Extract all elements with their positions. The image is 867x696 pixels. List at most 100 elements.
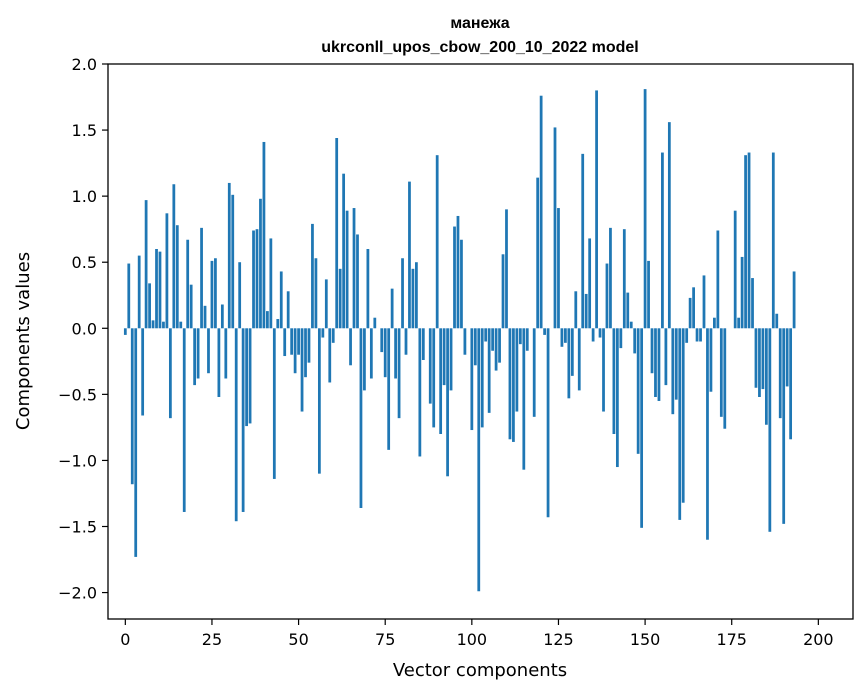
bar-120: [539, 95, 543, 329]
bar-98: [463, 328, 467, 355]
bar-52: [304, 328, 307, 378]
bar-7: [148, 283, 151, 329]
bar-28: [220, 304, 224, 329]
bar-163: [688, 297, 692, 329]
bar-116: [525, 328, 529, 351]
bar-184: [761, 328, 765, 390]
y-tick-label: −1.0: [58, 451, 97, 470]
bar-125: [557, 208, 560, 329]
bar-156: [664, 328, 668, 386]
y-tick-label: 0.5: [72, 253, 97, 272]
bar-57: [321, 328, 325, 338]
bar-162: [685, 328, 689, 343]
bar-119: [536, 177, 540, 329]
bar-91: [439, 328, 443, 434]
bar-42: [269, 238, 273, 329]
x-axis-label: Vector components: [393, 660, 567, 681]
bar-34: [241, 328, 245, 512]
bar-86: [421, 328, 425, 360]
bar-157: [667, 122, 671, 329]
bar-122: [546, 328, 550, 518]
bar-48: [290, 328, 294, 355]
bar-101: [473, 328, 477, 366]
y-axis: −2.0 −1.5 −1.0 −0.5 0.0 0.5 1.0 1.5 2.0: [58, 55, 108, 603]
bar-69: [363, 328, 366, 391]
bar-140: [609, 227, 612, 329]
bar-94: [449, 328, 453, 391]
bar-22: [200, 227, 203, 329]
x-tick-label: 75: [375, 630, 395, 649]
bar-192: [789, 328, 793, 440]
bar-181: [751, 278, 754, 329]
bar-146: [629, 321, 633, 329]
x-tick-label: 200: [803, 630, 834, 649]
bar-151: [647, 260, 650, 329]
bar-9: [155, 249, 158, 329]
bar-24: [207, 328, 210, 374]
bar-130: [574, 291, 578, 329]
bar-41: [266, 311, 269, 329]
bar-27: [217, 328, 221, 397]
bar-13: [168, 328, 172, 419]
bar-88: [428, 328, 432, 404]
bar-100: [470, 328, 474, 431]
bar-138: [602, 328, 605, 412]
bar-50: [297, 328, 300, 355]
bar-79: [397, 328, 401, 419]
bar-177: [737, 317, 741, 329]
bar-40: [262, 141, 266, 329]
bar-32: [234, 328, 238, 522]
bar-47: [286, 291, 290, 329]
bar-35: [245, 328, 248, 427]
bar-15: [175, 225, 179, 329]
bar-108: [498, 328, 501, 363]
bar-74: [380, 328, 384, 353]
y-tick-label: 2.0: [72, 55, 97, 74]
bar-153: [654, 328, 657, 397]
bar-180: [747, 152, 751, 329]
chart-title: манежа: [450, 15, 509, 32]
bar-96: [456, 215, 460, 329]
bar-36: [248, 328, 252, 424]
bar-190: [782, 328, 786, 524]
bar-133: [584, 293, 588, 329]
bar-137: [598, 328, 602, 338]
bar-170: [713, 317, 716, 329]
bar-68: [359, 328, 363, 508]
bar-45: [279, 271, 283, 329]
bar-46: [283, 328, 287, 357]
y-tick-label: 0.0: [72, 319, 97, 338]
bar-159: [674, 328, 678, 400]
bar-128: [567, 328, 571, 399]
bar-44: [276, 319, 280, 329]
bar-66: [352, 208, 356, 329]
bar-23: [203, 305, 207, 329]
bar-21: [196, 328, 200, 379]
bar-76: [387, 328, 391, 450]
bar-150: [643, 89, 647, 329]
bar-107: [494, 328, 498, 371]
bar-67: [356, 234, 359, 329]
bar-114: [518, 328, 522, 345]
bar-143: [619, 328, 623, 349]
bar-139: [605, 263, 609, 329]
bar-53: [307, 328, 311, 363]
x-tick-label: 175: [716, 630, 747, 649]
bar-65: [349, 328, 352, 366]
bar-97: [460, 239, 463, 329]
y-tick-label: −0.5: [58, 385, 97, 404]
bar-185: [764, 328, 768, 425]
bar-95: [453, 226, 456, 329]
bar-182: [754, 328, 758, 388]
bar-30: [227, 182, 231, 329]
bar-127: [564, 328, 567, 343]
bar-110: [505, 209, 508, 329]
bar-4: [137, 255, 141, 329]
bar-172: [719, 328, 723, 417]
bar-183: [758, 328, 761, 397]
bar-56: [317, 328, 321, 474]
bar-93: [446, 328, 449, 477]
bar-104: [484, 328, 488, 342]
bar-173: [723, 328, 727, 429]
